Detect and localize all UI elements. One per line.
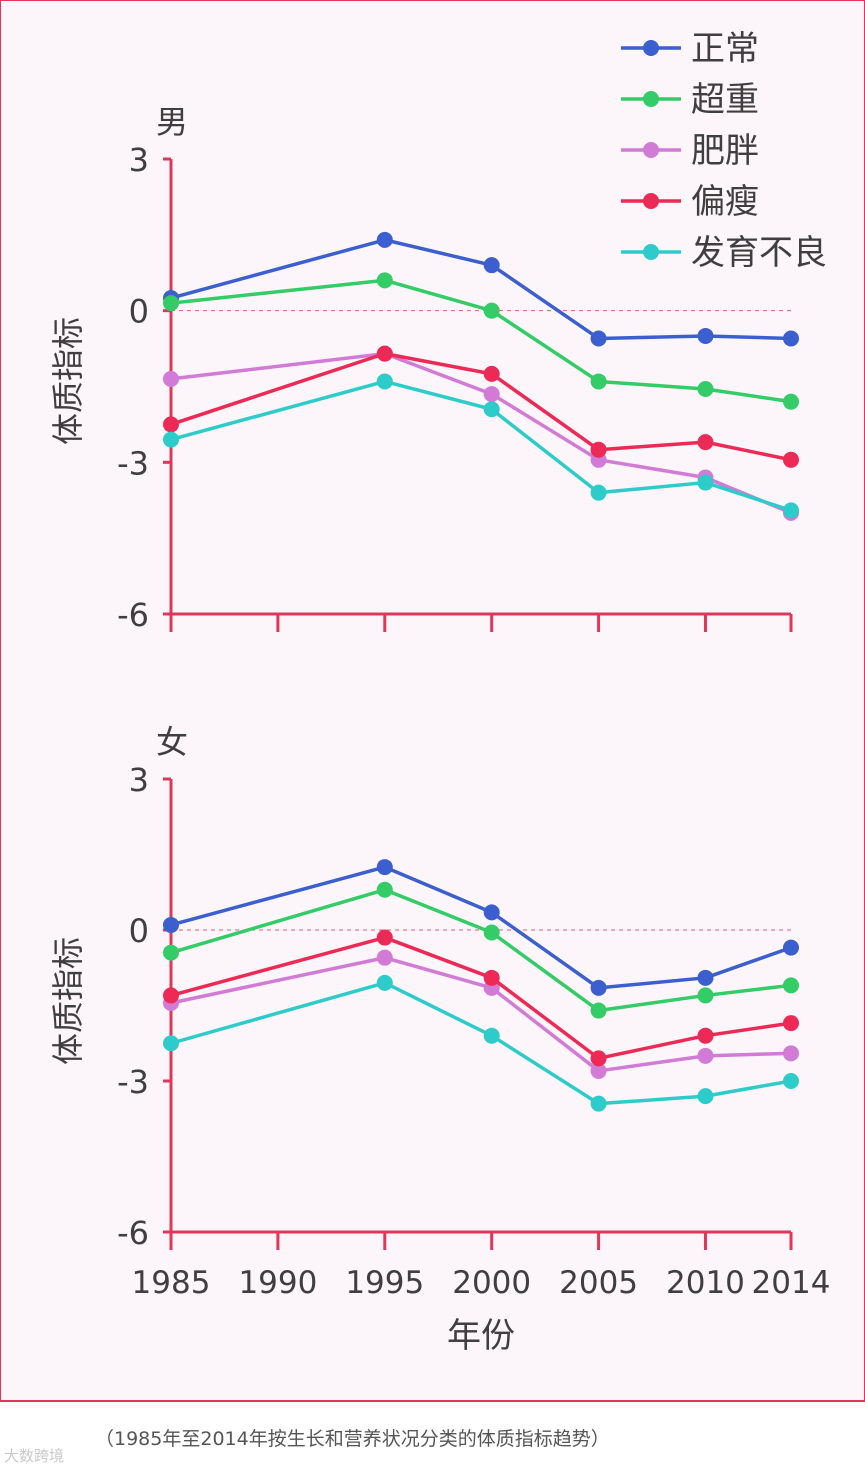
series-line-4 — [170, 935, 792, 1061]
legend-label: 超重 — [691, 80, 759, 120]
data-point — [783, 502, 799, 519]
data-point — [590, 979, 607, 996]
series-line-2 — [170, 887, 792, 1013]
data-point — [376, 881, 393, 898]
series-line-3 — [170, 955, 792, 1073]
watermark-logo: 大数跨境 — [4, 1447, 65, 1465]
data-point — [697, 474, 714, 491]
data-point — [483, 365, 500, 382]
x-tick-label: 1995 — [345, 1265, 424, 1301]
data-point — [163, 987, 179, 1004]
data-point — [697, 1088, 714, 1105]
panel-title: 女 — [156, 723, 188, 761]
data-point — [783, 977, 799, 994]
x-tick-label: 2010 — [666, 1265, 745, 1301]
series-line-4 — [170, 351, 792, 462]
legend-label: 发育不良 — [691, 233, 827, 273]
x-tick-label: 1985 — [132, 1265, 211, 1301]
y-tick-label: 3 — [129, 761, 149, 799]
y-tick-label: -3 — [117, 1063, 149, 1101]
data-point — [783, 939, 799, 956]
data-point — [163, 916, 179, 933]
data-point — [483, 969, 500, 986]
data-point — [783, 1073, 799, 1089]
data-point — [163, 370, 179, 387]
legend-label: 肥胖 — [691, 131, 759, 171]
data-point — [697, 987, 714, 1004]
data-point — [376, 859, 393, 876]
data-point — [376, 373, 393, 390]
y-tick-label: 0 — [129, 293, 149, 331]
series-line-1 — [170, 238, 792, 341]
data-point — [590, 484, 607, 501]
data-point — [783, 330, 799, 347]
data-point — [483, 1027, 500, 1044]
series-line-5 — [170, 981, 792, 1106]
series-line-5 — [170, 379, 792, 513]
x-tick-label: 2014 — [752, 1265, 831, 1301]
data-point — [783, 393, 799, 410]
data-point — [590, 373, 607, 390]
y-tick-label: 0 — [129, 912, 149, 950]
data-point — [697, 1027, 714, 1044]
data-point — [697, 434, 714, 451]
y-tick-label: -6 — [117, 596, 149, 634]
legend-swatch-marker — [643, 193, 659, 209]
data-point — [376, 949, 393, 966]
y-axis-label: 体质指标 — [49, 317, 87, 445]
series-line-1 — [170, 865, 792, 990]
legend-label: 偏瘦 — [691, 182, 759, 222]
panel-title: 男 — [156, 103, 188, 141]
data-point — [163, 944, 179, 961]
data-point — [697, 327, 714, 344]
data-point — [483, 257, 500, 274]
data-point — [590, 1050, 607, 1067]
data-point — [590, 1002, 607, 1019]
data-point — [376, 974, 393, 991]
data-point — [376, 272, 393, 289]
chart-frame: 男体质指标 3 0 -3 -6 正常 超重 肥胖 偏瘦 发育不良女体质指标 3 0 -3 -6 1985 19… — [0, 0, 865, 1402]
data-point — [697, 381, 714, 398]
data-point — [590, 1095, 607, 1112]
data-point — [376, 929, 393, 946]
data-point — [783, 451, 799, 468]
data-point — [483, 386, 500, 403]
x-axis-label: 年份 — [447, 1316, 515, 1356]
data-point — [590, 330, 607, 347]
data-point — [163, 1035, 179, 1052]
data-point — [163, 295, 179, 312]
series-line-2 — [170, 278, 792, 404]
data-point — [697, 1047, 714, 1064]
data-point — [783, 1015, 799, 1032]
data-point — [163, 416, 179, 433]
data-point — [590, 441, 607, 458]
legend-swatch-marker — [643, 142, 659, 158]
y-tick-label: -6 — [117, 1214, 149, 1252]
data-point — [590, 1062, 607, 1079]
data-point — [376, 231, 393, 248]
y-tick-label: 3 — [129, 141, 149, 179]
data-point — [483, 302, 500, 319]
data-point — [697, 969, 714, 986]
y-tick-label: -3 — [117, 444, 149, 482]
data-point — [163, 431, 179, 448]
x-tick-label: 1990 — [238, 1265, 317, 1301]
y-axis-label: 体质指标 — [49, 937, 87, 1065]
data-point — [783, 1045, 799, 1062]
legend-swatch-marker — [643, 40, 659, 56]
data-point — [483, 904, 500, 921]
data-point — [483, 401, 500, 418]
series-line-3 — [170, 351, 792, 515]
figure-caption: （1985年至2014年按生长和营养状况分类的体质指标趋势） — [95, 1428, 610, 1450]
legend-swatch-marker — [643, 244, 659, 260]
x-tick-label: 2005 — [559, 1265, 638, 1301]
x-tick-label: 2000 — [452, 1265, 531, 1301]
legend-label: 正常 — [691, 29, 759, 69]
data-point — [483, 924, 500, 941]
legend-swatch-marker — [643, 91, 659, 107]
data-point — [376, 345, 393, 362]
